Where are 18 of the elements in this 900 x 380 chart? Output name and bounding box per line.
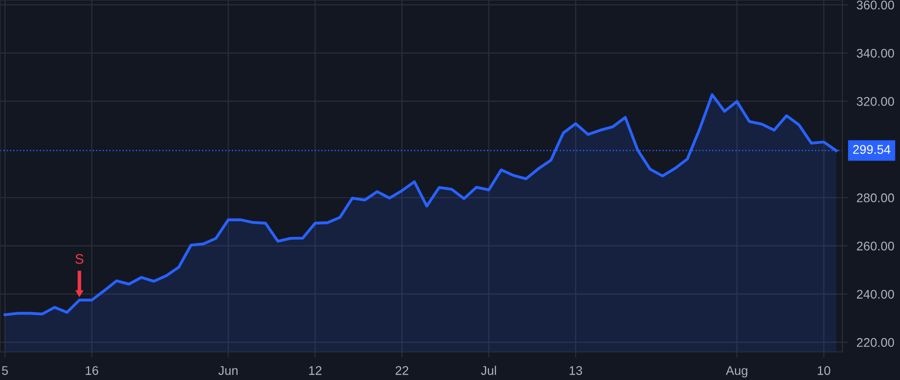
x-tick-label: 12 [309, 366, 322, 375]
x-tick-label: 10 [818, 366, 830, 375]
x-tick-label: Aug [726, 366, 748, 378]
y-tick-label: 360.00 [856, 0, 894, 10]
y-tick-label: 340.00 [856, 48, 894, 58]
y-tick-label: 220.00 [856, 338, 894, 347]
x-tick-label: Jun [218, 366, 238, 375]
x-tick-label: 22 [396, 366, 408, 375]
annotation: S [75, 254, 84, 264]
x-tick-label: 16 [86, 366, 98, 375]
x-tick-label: Jul [481, 366, 496, 375]
y-tick-label: 240.00 [856, 290, 894, 299]
y-tick-label: 260.00 [856, 242, 894, 250]
y-tick-label: 320.00 [856, 97, 894, 106]
y-tick-label: 280.00 [856, 193, 894, 202]
ref-line-label: 299.54 [853, 145, 890, 154]
x-tick-label: 5 [2, 366, 8, 375]
x-tick-label: 13 [570, 366, 582, 375]
